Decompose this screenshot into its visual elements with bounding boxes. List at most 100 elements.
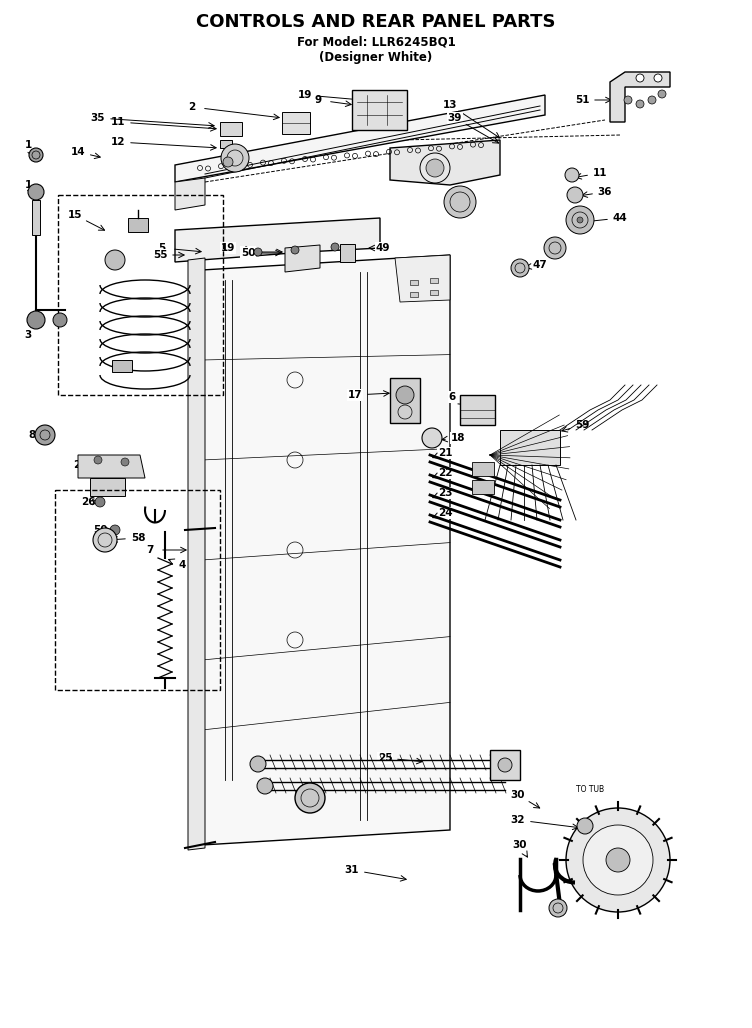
Circle shape — [221, 144, 249, 172]
Circle shape — [544, 237, 566, 259]
Circle shape — [422, 428, 442, 448]
Circle shape — [121, 458, 129, 466]
Bar — [282, 112, 310, 134]
Text: 9: 9 — [314, 95, 322, 105]
Text: 44: 44 — [613, 213, 627, 223]
Bar — [112, 360, 132, 372]
Polygon shape — [202, 255, 450, 845]
Bar — [55, 490, 220, 690]
Text: 1: 1 — [24, 180, 32, 190]
Text: 32: 32 — [511, 815, 525, 825]
Text: 18: 18 — [450, 433, 465, 443]
Text: 17: 17 — [347, 390, 362, 400]
Circle shape — [93, 528, 117, 552]
Bar — [430, 290, 438, 295]
Circle shape — [110, 525, 120, 535]
Circle shape — [648, 96, 656, 104]
Text: 39: 39 — [447, 113, 462, 123]
Text: 3: 3 — [24, 330, 32, 340]
Bar — [340, 244, 355, 262]
Text: CONTROLS AND REAR PANEL PARTS: CONTROLS AND REAR PANEL PARTS — [196, 13, 556, 31]
Text: 26: 26 — [80, 497, 96, 507]
Circle shape — [606, 848, 630, 872]
Bar — [390, 378, 420, 423]
Bar — [472, 462, 494, 476]
Polygon shape — [175, 95, 545, 182]
Circle shape — [254, 248, 262, 256]
Circle shape — [566, 808, 670, 912]
Bar — [410, 280, 418, 285]
Circle shape — [28, 184, 44, 200]
Bar — [32, 200, 40, 235]
Text: 13: 13 — [443, 100, 457, 110]
Bar — [460, 395, 495, 425]
Text: 55: 55 — [153, 250, 167, 260]
Bar — [352, 90, 407, 130]
Bar — [90, 478, 125, 495]
Circle shape — [53, 313, 67, 327]
Bar — [410, 292, 418, 297]
Bar — [220, 122, 242, 136]
Circle shape — [444, 186, 476, 218]
Circle shape — [295, 783, 325, 813]
Circle shape — [511, 259, 529, 277]
Polygon shape — [175, 178, 205, 210]
Text: 23: 23 — [438, 488, 452, 498]
Circle shape — [654, 74, 662, 82]
Circle shape — [636, 100, 644, 108]
Bar — [220, 140, 232, 148]
Text: 36: 36 — [598, 187, 612, 197]
Circle shape — [566, 206, 594, 234]
Text: 8: 8 — [29, 430, 35, 440]
Circle shape — [331, 243, 339, 251]
Circle shape — [105, 250, 125, 270]
Text: 16: 16 — [241, 247, 255, 257]
Circle shape — [29, 148, 43, 162]
Circle shape — [250, 756, 266, 772]
Circle shape — [636, 74, 644, 82]
Text: 21: 21 — [438, 448, 452, 458]
Bar — [490, 750, 520, 780]
Polygon shape — [610, 72, 670, 122]
Polygon shape — [390, 140, 500, 185]
Circle shape — [583, 825, 653, 895]
Circle shape — [577, 217, 583, 223]
Bar — [430, 278, 438, 283]
Text: 27: 27 — [73, 460, 87, 470]
Text: 59: 59 — [575, 420, 589, 430]
Bar — [500, 430, 560, 465]
Circle shape — [291, 246, 299, 254]
Polygon shape — [175, 218, 380, 262]
Text: 30: 30 — [511, 790, 525, 800]
Circle shape — [567, 187, 583, 203]
Circle shape — [257, 778, 273, 794]
Circle shape — [565, 168, 579, 182]
Text: 30: 30 — [513, 840, 527, 850]
Text: 45: 45 — [546, 240, 560, 250]
Circle shape — [498, 758, 512, 772]
Text: 50: 50 — [241, 248, 255, 258]
Text: 58: 58 — [131, 533, 145, 543]
Circle shape — [396, 386, 414, 404]
Text: 11: 11 — [111, 117, 126, 127]
Polygon shape — [78, 455, 145, 478]
Circle shape — [35, 425, 55, 445]
Text: 19: 19 — [298, 90, 312, 100]
Circle shape — [658, 90, 666, 98]
Circle shape — [426, 159, 444, 177]
Text: 2: 2 — [188, 102, 196, 112]
Text: 14: 14 — [71, 147, 85, 157]
Text: For Model: LLR6245BQ1: For Model: LLR6245BQ1 — [296, 36, 456, 48]
Text: 25: 25 — [378, 752, 393, 763]
Text: 35: 35 — [91, 113, 105, 123]
Circle shape — [27, 311, 45, 329]
Text: 6: 6 — [448, 392, 456, 402]
Circle shape — [549, 900, 567, 917]
Bar — [472, 480, 494, 494]
Text: 1: 1 — [24, 140, 32, 150]
Circle shape — [94, 456, 102, 464]
Text: 24: 24 — [438, 508, 452, 518]
Text: 22: 22 — [438, 468, 452, 478]
Circle shape — [95, 497, 105, 507]
Polygon shape — [395, 255, 450, 302]
